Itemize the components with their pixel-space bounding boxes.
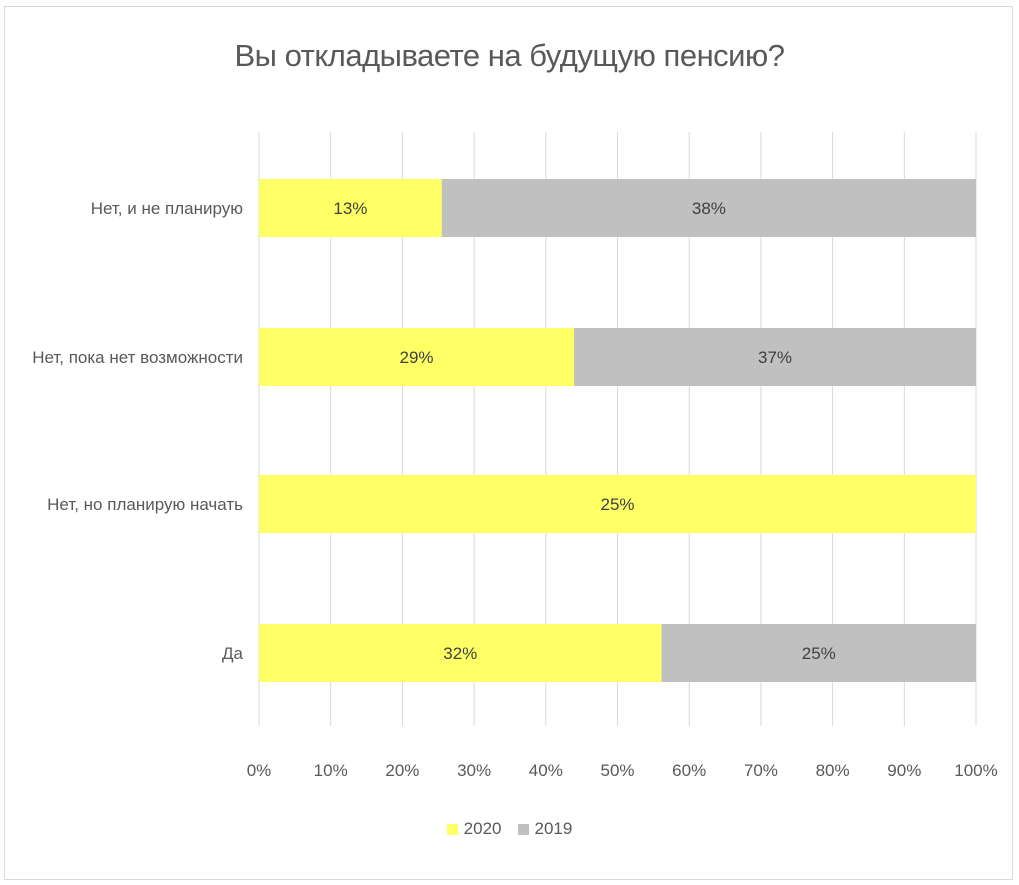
legend-item-2019: 2019	[517, 819, 573, 839]
legend-swatch-2019	[517, 823, 529, 835]
x-tick-label: 90%	[887, 761, 921, 780]
x-tick-label: 0%	[247, 761, 272, 780]
data-label: 37%	[758, 348, 792, 367]
legend-swatch-2020	[446, 823, 458, 835]
category-label: Нет, но планирую начать	[47, 495, 243, 514]
data-label: 13%	[333, 199, 367, 218]
data-label: 38%	[692, 199, 726, 218]
category-label: Да	[222, 644, 244, 663]
data-label: 25%	[802, 644, 836, 663]
x-tick-label: 80%	[816, 761, 850, 780]
x-tick-label: 30%	[457, 761, 491, 780]
x-tick-label: 100%	[954, 761, 997, 780]
bar-2019	[574, 328, 976, 386]
category-label: Нет, пока нет возможности	[32, 348, 243, 367]
category-label: Нет, и не планирую	[91, 199, 244, 218]
data-label: 29%	[400, 348, 434, 367]
data-label: 25%	[600, 495, 634, 514]
bar-2020	[259, 328, 575, 386]
bar-2020	[259, 179, 442, 237]
x-tick-label: 40%	[529, 761, 563, 780]
legend-label-2020: 2020	[463, 819, 502, 838]
x-tick-label: 60%	[672, 761, 706, 780]
x-tick-label: 70%	[744, 761, 778, 780]
chart-legend: 2020 2019	[0, 819, 1019, 839]
x-tick-label: 50%	[600, 761, 634, 780]
data-label: 32%	[443, 644, 477, 663]
x-tick-label: 10%	[314, 761, 348, 780]
chart-frame	[4, 6, 1013, 880]
bar-2020	[259, 624, 662, 682]
x-tick-label: 20%	[385, 761, 419, 780]
legend-label-2019: 2019	[534, 819, 573, 838]
bar-2020	[259, 475, 976, 533]
bar-2019	[661, 624, 976, 682]
legend-item-2020: 2020	[446, 819, 502, 839]
chart-title: Вы откладываете на будущую пенсию?	[234, 38, 786, 73]
bar-2019	[441, 179, 976, 237]
